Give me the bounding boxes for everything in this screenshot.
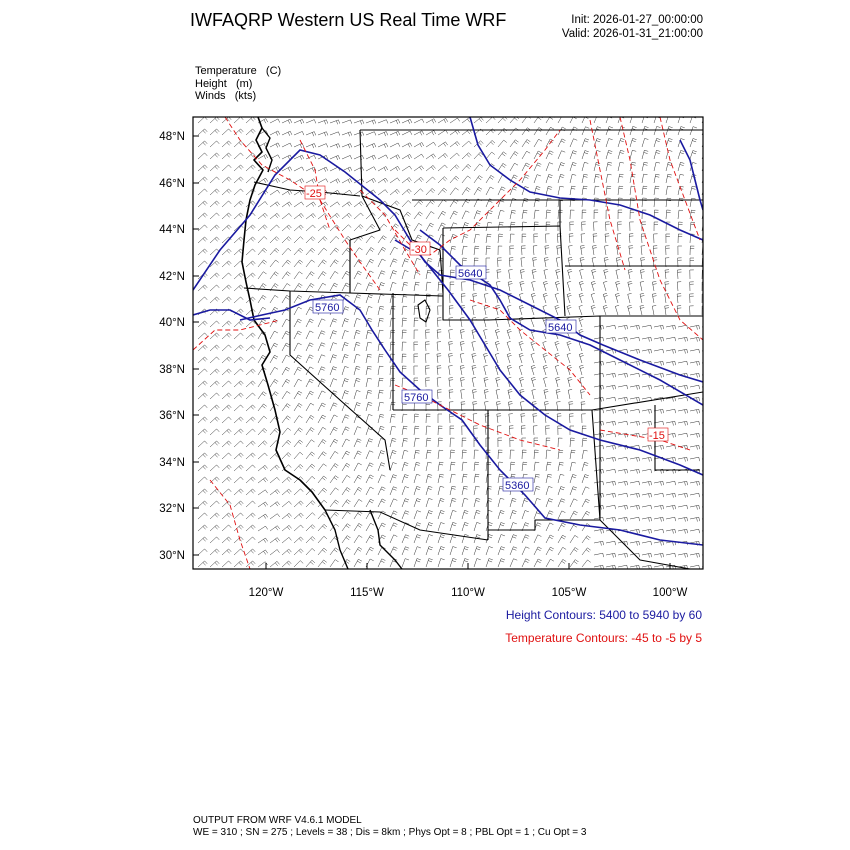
temperature-contour — [469, 299, 591, 396]
legend-temperature: Temperature (C) — [195, 65, 282, 77]
baja-coastline — [324, 509, 349, 569]
model-version: OUTPUT FROM WRF V4.6.1 MODEL — [193, 815, 362, 826]
height-contour — [679, 139, 703, 211]
plot-area — [193, 117, 703, 569]
lat-label: 42°N — [159, 271, 185, 283]
height-contour — [394, 239, 703, 476]
temperature-contour — [659, 117, 701, 241]
longitude-axis — [265, 563, 671, 569]
lat-label: 30°N — [159, 550, 185, 562]
height-label: 5640 — [548, 322, 572, 334]
lat-label: 40°N — [159, 317, 185, 329]
temperature-contour — [209, 479, 251, 569]
lon-label: 110°W — [451, 587, 485, 599]
latitude-labels: 48°N 46°N 44°N 42°N 40°N 38°N 36°N 34°N … — [159, 131, 185, 562]
legend-winds: Winds (kts) — [195, 90, 257, 102]
lat-label: 46°N — [159, 178, 185, 190]
wind-barbs — [197, 117, 703, 569]
great-salt-lake — [417, 299, 431, 323]
nm-borders — [488, 409, 601, 531]
puget-sound — [261, 127, 273, 173]
temperature-contour — [224, 117, 381, 291]
lon-label: 120°W — [249, 587, 284, 599]
model-config: WE = 310 ; SN = 275 ; Levels = 38 ; Dis … — [193, 827, 587, 838]
plains-borders — [560, 199, 703, 471]
tx-border — [599, 410, 691, 569]
height-contour — [469, 117, 703, 241]
init-time: Init: 2026-01-27_00:00:00 — [571, 14, 703, 26]
map-title: IWFAQRP Western US Real Time WRF — [190, 10, 507, 30]
height-contour — [193, 309, 271, 321]
height-label: 5760 — [404, 392, 428, 404]
lat-label: 36°N — [159, 410, 185, 422]
temperature-contour-labels: -25 -30 -15 — [304, 185, 669, 442]
lat-label: 38°N — [159, 364, 185, 376]
pacific-coastline — [241, 117, 326, 511]
nv-id-ut-border — [349, 292, 488, 321]
run-times: Init: 2026-01-27_00:00:00 Valid: 2026-01… — [562, 13, 703, 41]
lon-label: 100°W — [653, 587, 688, 599]
height-contour-note: Height Contours: 5400 to 5940 by 60 — [505, 608, 702, 622]
valid-time: Valid: 2026-01-31_21:00:00 — [561, 28, 703, 40]
lat-label: 32°N — [159, 503, 185, 515]
plot-frame — [192, 116, 704, 570]
temperature-contour — [359, 189, 421, 276]
lat-label: 44°N — [159, 224, 185, 236]
lon-label: 115°W — [350, 587, 384, 599]
temperature-contour — [193, 319, 281, 351]
temperature-contour — [589, 119, 626, 271]
field-legend: Temperature (C) Height (m) Winds (kts) — [195, 65, 281, 103]
temperature-contour-note: Temperature Contours: -45 to -5 by 5 — [505, 631, 702, 645]
model-footer: OUTPUT FROM WRF V4.6.1 MODEL WE = 310 ; … — [193, 815, 586, 839]
height-contour — [419, 229, 703, 406]
latitude-axis — [193, 135, 199, 556]
lon-label: 105°W — [552, 587, 587, 599]
az-mexico-border — [324, 509, 489, 541]
height-label: 5640 — [458, 268, 482, 280]
gulf-coastline — [369, 509, 403, 569]
temperature-contour — [599, 429, 691, 451]
temperature-label: -30 — [411, 244, 427, 256]
temperature-label: -15 — [649, 430, 665, 442]
lat-label: 48°N — [159, 131, 185, 143]
height-contour-labels: 5760 5640 5640 5760 5360 — [312, 265, 577, 492]
temperature-contour — [299, 139, 331, 231]
temperature-contour — [619, 117, 703, 341]
height-label: 5360 — [505, 480, 529, 492]
temperature-label: -25 — [306, 188, 322, 200]
legend-height: Height (m) — [195, 77, 253, 90]
longitude-labels: 120°W 115°W 110°W 105°W 100°W — [249, 587, 688, 599]
wind-barb-field — [197, 117, 703, 569]
height-label: 5760 — [315, 302, 339, 314]
lat-label: 34°N — [159, 457, 185, 469]
ca-nv-border — [289, 291, 391, 471]
temperature-contours — [193, 117, 703, 569]
